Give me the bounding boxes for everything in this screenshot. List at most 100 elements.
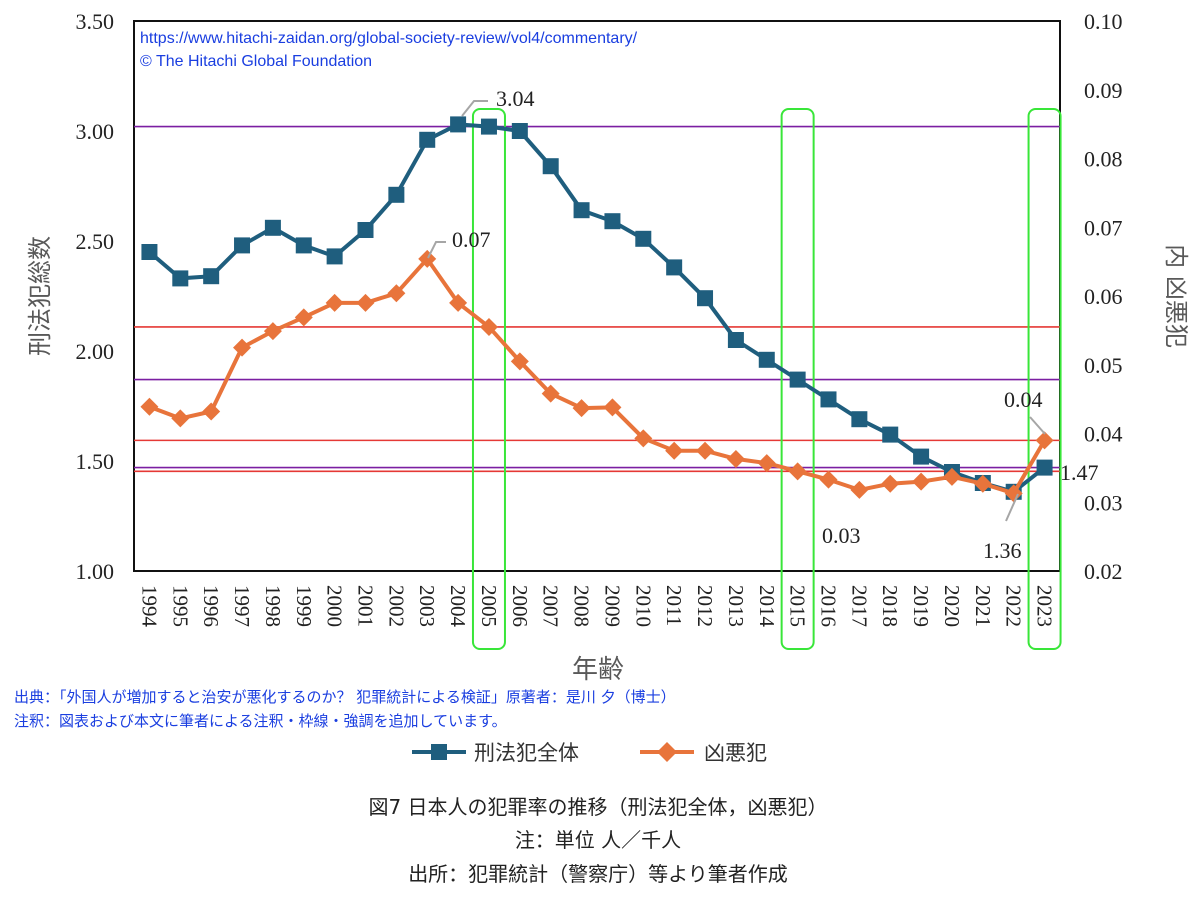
x-tick-label: 2008 [570, 585, 594, 627]
data-point-diamond [572, 399, 591, 418]
annotation-label: 0.04 [1004, 387, 1043, 412]
x-tick-label: 2020 [940, 585, 964, 627]
caption-source: 出所：犯罪統計（警察庁）等より筆者作成 [408, 862, 788, 886]
data-point-diamond [263, 322, 282, 341]
copyright-text: © The Hitachi Global Foundation [140, 53, 372, 70]
data-point-diamond [819, 470, 838, 489]
x-tick-label: 2015 [786, 585, 810, 627]
data-point-square [913, 448, 930, 465]
x-tick-label: 2009 [600, 585, 624, 627]
data-point-diamond [418, 249, 437, 268]
x-tick-label: 2022 [1002, 585, 1026, 627]
highlight-box-2015 [780, 108, 815, 650]
data-point-diamond [788, 462, 807, 481]
data-point-diamond [140, 397, 159, 416]
data-point-square [851, 411, 868, 428]
x-tick-label: 1997 [230, 585, 254, 627]
x-tick-label: 2004 [446, 585, 470, 628]
data-point-diamond [912, 472, 931, 491]
data-point-square [727, 332, 744, 348]
x-axis-ticks: 1994 1995 1996 1997 1998 1999 2000 2001 2002 2003… [137, 585, 1056, 628]
x-tick-label: 2003 [415, 585, 439, 627]
caption-unit: 注：単位 人／千人 [515, 828, 681, 852]
y-right-tick-label: 0.07 [1084, 215, 1123, 240]
annotation-leader [427, 241, 446, 259]
data-point-square [604, 213, 621, 230]
source-note: 出典：「外国人が増加すると治安が悪化するのか？ 犯罪統計による検証」原著者：是川… [14, 688, 676, 706]
legend: 刑法犯全体 凶悪犯 [412, 741, 767, 765]
x-tick-label: 2018 [878, 585, 902, 627]
data-point-square [388, 186, 405, 203]
x-tick-label: 2010 [631, 585, 655, 627]
data-point-diamond [696, 441, 715, 460]
data-point-diamond [665, 441, 684, 460]
data-point-diamond [942, 467, 961, 486]
highlight-box-2023 [1027, 108, 1062, 650]
x-tick-label: 2016 [817, 585, 841, 627]
data-point-square [203, 268, 220, 285]
reference-lines [134, 125, 1060, 473]
x-tick-label: 2000 [323, 585, 347, 627]
x-tick-label: 2014 [755, 585, 779, 628]
legend-label-total: 刑法犯全体 [474, 741, 579, 765]
y-left-tick-label: 1.50 [76, 449, 115, 474]
data-point-square [789, 371, 806, 388]
annotation-label: 1.47 [1060, 460, 1099, 485]
y-left-tick-label: 3.00 [76, 119, 115, 144]
data-point-diamond [233, 338, 252, 357]
data-point-square [1036, 459, 1053, 476]
x-tick-label: 1999 [292, 585, 316, 627]
y-right-axis-title: 内 凶悪犯 [1162, 244, 1190, 348]
left-axis-ticks: 1.00 1.50 2.00 2.50 3.00 3.50 [76, 9, 115, 584]
data-point-square [326, 248, 343, 265]
data-point-diamond [1035, 431, 1054, 450]
x-tick-label: 2001 [354, 585, 378, 627]
data-point-square [141, 244, 158, 260]
y-right-tick-label: 0.08 [1084, 147, 1123, 172]
data-point-square [172, 270, 189, 287]
y-right-tick-label: 0.03 [1084, 490, 1123, 515]
x-tick-label: 2005 [477, 585, 501, 627]
data-point-diamond [541, 384, 560, 403]
y-right-tick-label: 0.05 [1084, 353, 1123, 378]
data-point-square [480, 118, 497, 135]
y-left-tick-label: 3.50 [76, 9, 115, 34]
data-point-square [666, 259, 683, 276]
annotation-layer: 3.04 0.07 0.04 1.47 0.03 1.36 [427, 86, 1099, 563]
annotation-leader [461, 100, 488, 117]
data-point-diamond [1004, 484, 1023, 503]
y-right-tick-label: 0.02 [1084, 559, 1123, 584]
data-point-square [758, 351, 775, 368]
x-tick-label: 1996 [199, 585, 223, 627]
data-point-square [295, 237, 312, 254]
data-point-diamond [603, 398, 622, 417]
source-url[interactable]: https://www.hitachi-zaidan.org/global-so… [140, 30, 638, 47]
data-point-square [542, 158, 559, 175]
plot-frame [133, 20, 1061, 572]
x-tick-label: 2023 [1033, 585, 1057, 627]
x-tick-label: 1995 [168, 585, 192, 627]
data-point-square [419, 131, 436, 148]
data-point-square [450, 116, 467, 133]
annotation-label: 0.07 [452, 227, 491, 252]
x-tick-label: 2013 [724, 585, 748, 627]
y-left-tick-label: 2.50 [76, 229, 115, 254]
data-point-square [573, 202, 590, 219]
data-point-diamond [479, 317, 498, 336]
data-point-square [697, 290, 714, 307]
x-tick-label: 2006 [508, 585, 532, 627]
right-axis-ticks: 0.02 0.03 0.04 0.05 0.06 0.07 0.08 0.09 0.10 [1084, 9, 1123, 584]
y-right-tick-label: 0.09 [1084, 78, 1123, 103]
data-point-diamond [325, 293, 344, 312]
data-point-diamond [294, 308, 313, 327]
x-tick-label: 2017 [847, 585, 871, 627]
data-point-square [357, 222, 374, 238]
x-tick-label: 1994 [137, 585, 161, 628]
data-point-square [264, 219, 281, 236]
y-right-tick-label: 0.10 [1084, 9, 1123, 34]
data-point-diamond [449, 293, 468, 312]
data-point-diamond [850, 480, 869, 499]
annotation-label: 0.03 [822, 523, 861, 548]
annotation-leader [1005, 493, 1019, 522]
data-point-diamond [634, 429, 653, 448]
